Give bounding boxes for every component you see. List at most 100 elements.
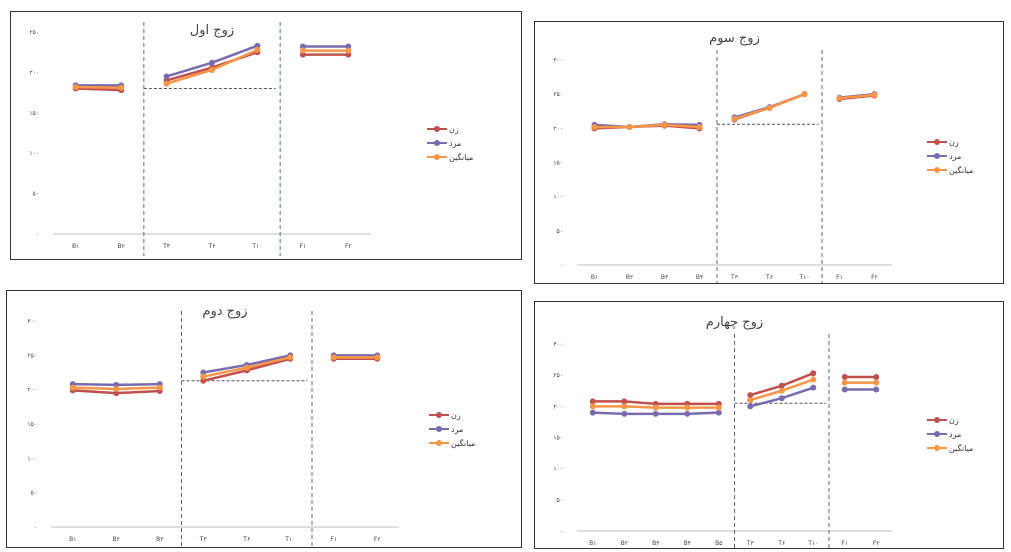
- y-tick-label: ۱۵۰: [553, 435, 563, 442]
- x-tick-label: B۴: [696, 274, 703, 281]
- legend-label: زن: [449, 125, 459, 134]
- x-tick-label: F۲: [873, 540, 880, 547]
- x-tick-label: B۳: [652, 540, 660, 547]
- data-point: [873, 379, 880, 386]
- legend-label: مرد: [449, 139, 461, 148]
- y-tick-label: ۰: [560, 262, 563, 269]
- chart-title: زوج دوم: [202, 304, 247, 319]
- y-tick-label: ۳۰۰: [553, 341, 563, 348]
- x-tick-label: T۳: [730, 274, 739, 281]
- x-tick-label: B۲: [113, 536, 120, 543]
- data-point: [287, 354, 294, 361]
- y-tick-label: ۲۰۰: [27, 387, 37, 394]
- data-point: [747, 403, 754, 410]
- x-tick-label: B۲: [621, 540, 628, 547]
- data-point: [243, 364, 250, 371]
- y-tick-label: ۲۵۰: [553, 372, 563, 379]
- chart-panel-couple-1: زوج اول ۰ ۵۰ ۱۰۰ ۱۵۰ ۲۰۰ ۲۵۰ B۱ B۲ T۴ T۶ T۱۰ F۱ F۲ زن م…: [10, 11, 522, 260]
- y-tick-label: ۲۰۰: [553, 125, 563, 132]
- x-tick-label: F۲: [374, 536, 381, 543]
- x-tick-label: T۶: [242, 536, 250, 543]
- chart-title: زوج سوم: [709, 31, 760, 46]
- data-point: [163, 73, 170, 80]
- data-point: [200, 377, 207, 384]
- x-tick-label: B۱: [589, 540, 596, 547]
- data-point: [589, 403, 596, 410]
- legend-swatch-marker: [934, 417, 940, 423]
- legend-label: میانگین: [449, 152, 473, 162]
- data-point: [841, 374, 848, 381]
- x-tick-label: B۱: [69, 536, 76, 543]
- data-point: [200, 373, 207, 380]
- series-line: [75, 87, 122, 92]
- series-line: [839, 93, 875, 100]
- data-point: [589, 398, 596, 405]
- data-point: [841, 379, 848, 386]
- y-tick-label: ۰: [36, 231, 39, 238]
- y-tick-label: ۰: [34, 524, 37, 531]
- data-point: [209, 66, 215, 73]
- legend-label: زن: [451, 411, 461, 420]
- chart-panel-couple-3: زوج سوم ۰ ۵۰ ۱۰۰ ۱۵۰ ۲۰۰ ۲۵۰ ۳۰۰ B۱ B۲ B۳ B۴ T۳ T۶ T۱۰…: [534, 21, 1004, 284]
- legend-swatch-marker: [436, 412, 442, 418]
- y-tick-label: ۱۰۰: [553, 194, 563, 201]
- legend-label: میانگین: [949, 165, 973, 175]
- x-tick-label: F۲: [871, 274, 878, 281]
- data-point: [810, 370, 817, 377]
- x-tick-label: F۱: [836, 274, 843, 281]
- legend-swatch-marker: [434, 154, 440, 160]
- data-point: [836, 95, 843, 102]
- y-tick-label: ۲۵۰: [553, 91, 563, 98]
- data-point: [200, 369, 207, 376]
- data-point: [715, 404, 722, 411]
- chart-panel-couple-2: زوج دوم ۰ ۵۰ ۱۰۰ ۱۵۰ ۲۰۰ ۲۵۰ ۳۰۰ B۱ B۲ B۳ T۳ T۶ T۱۰ F۱…: [6, 290, 522, 548]
- data-point: [684, 404, 691, 411]
- legend-label: میانگین: [451, 438, 475, 448]
- y-tick-label: ۳۰۰: [553, 57, 563, 64]
- data-point: [113, 390, 120, 397]
- chart-title: زوج اول: [190, 23, 234, 38]
- y-tick-label: ۵۰: [557, 497, 563, 504]
- data-point: [696, 123, 703, 130]
- chart-svg: زوج دوم ۰ ۵۰ ۱۰۰ ۱۵۰ ۲۰۰ ۲۵۰ ۳۰۰ B۱ B۲ B۳ T۳ T۶ T۱۰ F۱…: [27, 304, 475, 547]
- x-tick-label: T۳: [199, 536, 208, 543]
- x-tick-label: T۱۰: [798, 274, 809, 281]
- data-point: [113, 385, 120, 392]
- data-point: [652, 410, 659, 417]
- legend-label: مرد: [949, 430, 961, 439]
- data-point: [589, 409, 596, 416]
- y-tick-label: ۳۰۰: [27, 318, 37, 325]
- data-point: [871, 91, 878, 98]
- x-tick-label: F۱: [330, 536, 337, 543]
- x-tick-label: B۴: [684, 540, 691, 547]
- data-point: [810, 384, 817, 391]
- data-point: [873, 374, 880, 381]
- x-tick-label: B۱: [591, 274, 598, 281]
- x-tick-label: T۶: [765, 274, 773, 281]
- x-tick-label: T۳: [746, 540, 755, 547]
- chart-svg: زوج اول ۰ ۵۰ ۱۰۰ ۱۵۰ ۲۰۰ ۲۵۰ B۱ B۲ T۴ T۶ T۱۰ F۱ F۲ زن م…: [29, 22, 473, 256]
- data-point: [684, 410, 691, 417]
- data-point: [113, 381, 120, 388]
- x-tick-label: F۱: [300, 243, 307, 250]
- y-tick-label: ۱۵۰: [27, 421, 37, 428]
- y-tick-label: ۱۰۰: [553, 466, 563, 473]
- data-point: [118, 84, 125, 91]
- x-tick-label: T۴: [162, 243, 170, 250]
- data-point: [747, 392, 754, 399]
- chart-svg: زوج چهارم ۰ ۵۰ ۱۰۰ ۱۵۰ ۲۰۰ ۲۵۰ ۳۰۰ B۱ B۲ B۳ B۴ B۵ T۳ T…: [553, 315, 973, 548]
- data-point: [626, 123, 633, 130]
- data-point: [801, 91, 808, 98]
- data-point: [330, 354, 337, 361]
- legend-swatch-marker: [434, 140, 440, 146]
- x-tick-label: B۲: [117, 243, 124, 250]
- data-point: [374, 354, 381, 361]
- x-tick-label: B۱: [72, 243, 79, 250]
- data-point: [591, 123, 598, 130]
- y-tick-label: ۵۰: [33, 191, 39, 198]
- data-point: [156, 384, 163, 391]
- data-point: [778, 387, 785, 394]
- data-point: [652, 404, 659, 411]
- y-tick-label: ۲۵۰: [27, 352, 37, 359]
- series-line: [594, 123, 700, 129]
